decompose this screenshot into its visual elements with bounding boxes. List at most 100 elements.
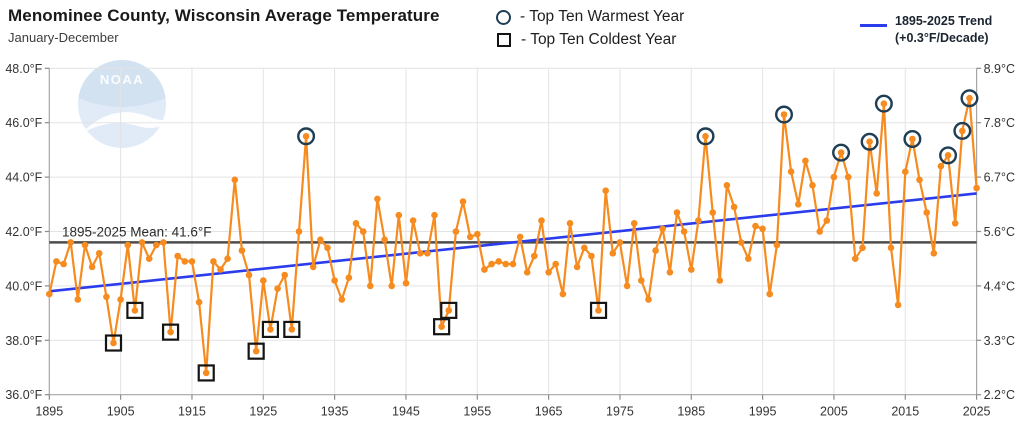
trend-line-icon (860, 24, 887, 27)
data-point-2000 (795, 201, 802, 208)
x-axis-year-label: 2005 (820, 405, 848, 419)
data-point-2004 (823, 217, 831, 224)
data-point-1925 (260, 277, 267, 284)
legend-row-warmest: - Top Ten Warmest Year (496, 7, 684, 27)
data-point-1949 (431, 211, 438, 219)
data-point-2003 (816, 228, 823, 235)
data-point-1910 (153, 241, 160, 249)
data-point-1975 (616, 239, 624, 246)
data-point-1994 (752, 222, 759, 230)
mean-line: 1895-2025 Mean: 41.6°F (49, 224, 977, 244)
data-point-1969 (573, 263, 581, 271)
data-point-1947 (416, 250, 424, 257)
data-point-2021 (944, 152, 952, 159)
data-point-1938 (352, 220, 360, 227)
data-point-1919 (217, 266, 224, 273)
y-axis-right-label: 5.6°C (984, 225, 1015, 239)
data-point-1982 (666, 269, 674, 276)
warmest-marker-2016 (903, 130, 922, 149)
x-axis-year-label: 1905 (107, 405, 135, 419)
data-point-2025 (973, 184, 980, 192)
data-point-1950 (438, 323, 445, 331)
warmest-marker-2012 (874, 94, 893, 113)
data-point-1970 (581, 244, 588, 252)
data-point-1954 (466, 233, 474, 241)
warmest-marker-1998 (775, 105, 794, 124)
data-point-1956 (481, 266, 488, 273)
legend-row-coldest: - Top Ten Coldest Year (496, 30, 684, 50)
data-point-1906 (124, 241, 132, 249)
data-point-2009 (859, 244, 866, 252)
data-point-2005 (830, 173, 838, 181)
data-point-1971 (588, 252, 595, 260)
data-point-1997 (773, 241, 781, 249)
data-point-1988 (709, 209, 716, 216)
coldest-marker-1951 (440, 301, 458, 319)
data-point-2013 (887, 244, 895, 252)
data-point-1912 (167, 328, 174, 336)
data-point-1935 (331, 277, 338, 284)
data-point-1916 (195, 298, 203, 306)
y-axis-left-label: 42.0°F (5, 225, 42, 239)
y-axis-right-label: 8.9°C (984, 62, 1015, 76)
data-point-1981 (659, 225, 666, 233)
chart-header: Menominee County, Wisconsin Average Temp… (8, 6, 440, 45)
data-point-1972 (595, 307, 602, 314)
coldest-marker-1950 (433, 318, 451, 336)
y-axis-right-label: 7.8°C (984, 116, 1015, 130)
data-point-2014 (894, 301, 902, 309)
data-point-2018 (923, 209, 930, 216)
coldest-marker-1912 (161, 323, 180, 341)
x-axis-year-label: 1965 (535, 405, 563, 419)
coldest-marker-1917 (197, 364, 215, 382)
data-point-1944 (395, 211, 403, 219)
data-point-1924 (252, 347, 260, 355)
data-point-2001 (802, 157, 809, 165)
x-axis-year-label: 1995 (749, 405, 777, 419)
data-point-1992 (737, 239, 745, 246)
data-point-2008 (852, 255, 859, 262)
data-point-1909 (145, 255, 153, 262)
y-axis-right-label: 3.3°C (984, 334, 1015, 348)
y-axis-right-label: 6.7°C (984, 171, 1015, 185)
data-point-1933 (317, 236, 324, 243)
data-point-1945 (402, 279, 410, 287)
data-point-1974 (609, 250, 617, 257)
data-point-1927 (274, 285, 281, 292)
data-point-2020 (937, 162, 945, 170)
data-point-1902 (95, 250, 103, 257)
data-point-1946 (409, 217, 417, 224)
data-point-1951 (445, 307, 453, 314)
data-point-2023 (959, 127, 966, 135)
data-point-1898 (67, 239, 74, 246)
data-point-1928 (281, 271, 289, 279)
data-point-1918 (210, 258, 217, 265)
coldest-square-icon (497, 33, 511, 47)
data-point-2012 (880, 100, 888, 107)
chart-title: Menominee County, Wisconsin Average Temp… (8, 6, 440, 25)
gridlines (49, 67, 977, 395)
data-point-1987 (702, 133, 709, 140)
data-point-1998 (780, 111, 788, 118)
data-point-1989 (716, 277, 724, 284)
data-point-1923 (245, 271, 253, 279)
data-point-2006 (837, 149, 845, 156)
x-axis-year-label: 1975 (606, 405, 634, 419)
data-point-1926 (267, 326, 274, 333)
data-point-1961 (516, 233, 524, 241)
data-point-1993 (745, 255, 752, 262)
data-point-1965 (545, 269, 552, 276)
data-point-1966 (552, 260, 559, 268)
data-point-1955 (474, 230, 481, 238)
data-point-1914 (181, 258, 189, 265)
data-point-1985 (688, 266, 695, 273)
noaa-watermark-text: NOAA (100, 72, 144, 87)
warmest-marker-1931 (297, 127, 316, 146)
data-point-1942 (381, 236, 388, 243)
data-point-1967 (559, 290, 567, 298)
data-point-1904 (110, 339, 117, 347)
data-point-1941 (374, 195, 381, 203)
data-point-1952 (452, 228, 460, 235)
data-point-1963 (531, 252, 538, 260)
